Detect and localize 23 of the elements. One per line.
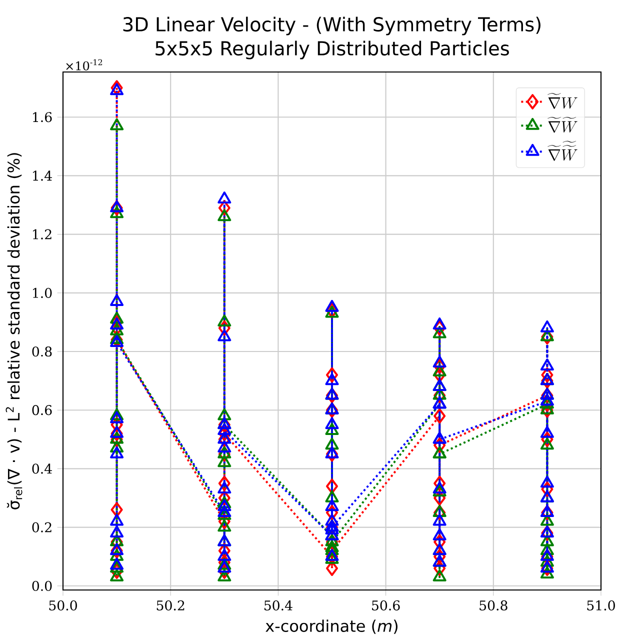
x-tick-label: 51.0 (587, 600, 615, 610)
chart-subtitle: 5x5x5 Regularly Distributed Particles (156, 40, 509, 60)
y-tick-label: 0.0 (32, 580, 52, 591)
x-tick-label: 50.2 (156, 600, 184, 610)
x-tick-label: 50.8 (480, 600, 508, 610)
legend-label: $\widetilde{\nabla} \widetilde{\widetilde{W}}$ (548, 140, 578, 161)
y-tick-label: 1.4 (33, 170, 52, 181)
y-axis-title: σ̆$_{rel}$(∇ · v) - L$^{2}$ relative standard deviation (%) (6, 153, 22, 510)
y-tick-label: 0.8 (32, 346, 52, 357)
y-tick-label: 0.2 (32, 522, 52, 532)
x-tick-label: 50.4 (264, 600, 292, 610)
x-tick-label: 50.0 (49, 600, 77, 610)
x-axis-title: x-coordinate (m) (266, 620, 398, 634)
x-tick-label: 50.6 (372, 600, 400, 610)
y-tick-label: 1.2 (33, 229, 52, 240)
chart-title: 3D Linear Velocity - (With Symmetry Terms) (123, 16, 540, 36)
text: ×10$^{-12}$ (66, 59, 102, 70)
legend-label: $\widetilde{\nabla} \widetilde{W}$ (548, 116, 578, 133)
y-tick-label: 0.6 (32, 405, 52, 416)
y-tick-label: 1.0 (33, 288, 52, 298)
y-tick-label: 1.6 (33, 112, 52, 122)
legend-label: $\widetilde{\nabla} W$ (548, 93, 578, 109)
y-tick-label: 0.4 (32, 464, 52, 474)
